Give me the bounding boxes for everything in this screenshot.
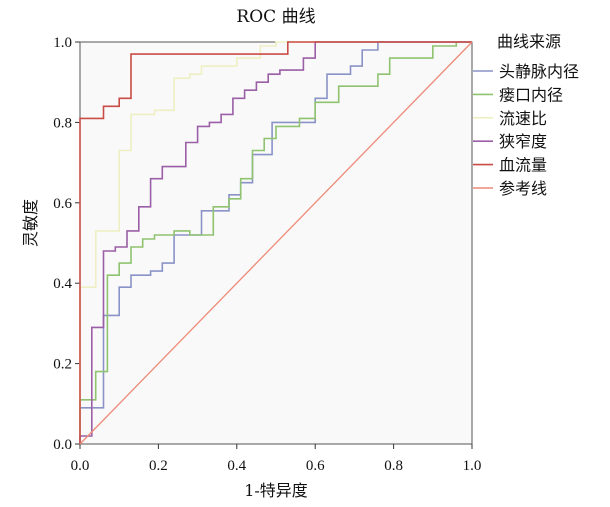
x-tick-label: 0.2 [149, 458, 168, 474]
legend-label-0: 头静脉内径 [499, 62, 579, 81]
legend-label-3: 狭窄度 [499, 132, 547, 151]
legend-label-4: 血流量 [499, 156, 547, 175]
series-line-4 [79, 41, 472, 444]
x-tick-label: 0.0 [71, 458, 90, 474]
legend-label-1: 瘘口内径 [499, 85, 563, 104]
x-tick-label: 0.4 [227, 458, 246, 474]
y-axis-title: 灵敏度 [21, 199, 40, 247]
x-tick-label: 0.8 [384, 458, 403, 474]
y-tick-label: 0.8 [53, 115, 72, 131]
x-tick-label: 0.6 [306, 458, 325, 474]
series-line-0 [79, 41, 472, 444]
chart-title: ROC 曲线 [236, 7, 315, 27]
y-tick-label: 0.6 [53, 196, 72, 212]
y-tick-label: 0.4 [53, 276, 72, 292]
legend-label-5: 参考线 [499, 179, 547, 198]
series-line-1 [79, 41, 472, 444]
y-tick-label: 0.0 [53, 437, 72, 453]
x-tick-label: 1.0 [463, 458, 482, 474]
legend-title: 曲线来源 [497, 32, 561, 51]
y-tick-label: 0.2 [53, 357, 72, 373]
axis-ticks: 0.0 0.2 0.4 0.6 0.8 1.0 0.0 0.2 0.4 0.6 0.8 1.0 [53, 35, 481, 474]
series-line-3 [79, 41, 472, 444]
legend-label-2: 流速比 [499, 109, 547, 128]
series-lines [79, 41, 473, 445]
y-tick-label: 1.0 [53, 35, 72, 51]
series-line-5 [79, 41, 473, 445]
x-axis-title: 1-特异度 [244, 481, 308, 500]
